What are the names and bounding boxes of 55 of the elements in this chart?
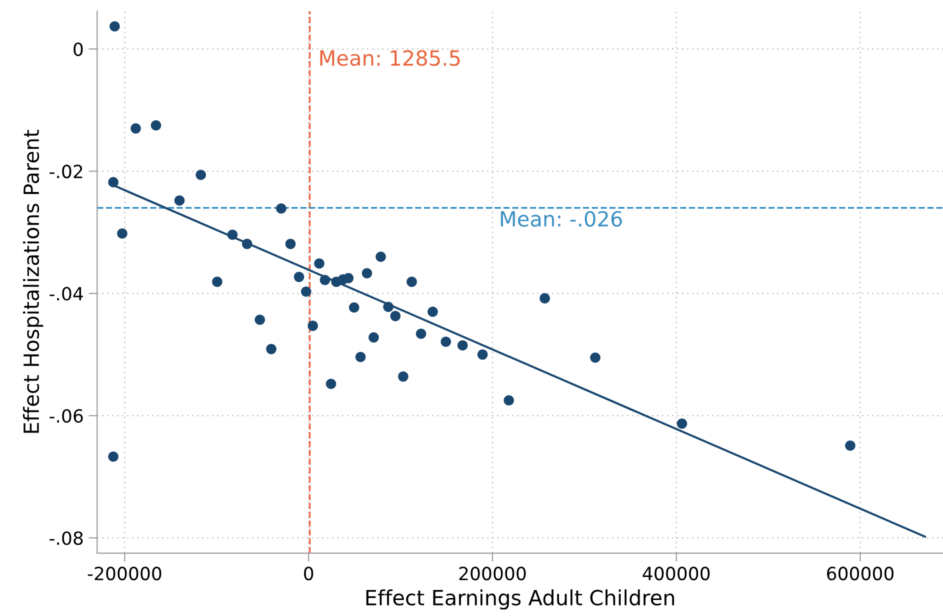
point [477,349,488,360]
x-tick-label: 600000 [827,566,894,580]
point [590,352,600,363]
x-tick-label: 0 [304,566,314,580]
point [150,120,162,131]
ref-line-label: Mean: 1285.5 [320,50,460,66]
point [294,272,304,282]
point [362,268,372,278]
point [308,320,318,331]
point [355,352,366,362]
point [845,440,856,451]
point [504,395,514,406]
point [110,21,120,32]
point [117,228,128,239]
point [174,195,185,206]
point [108,451,118,462]
point [227,230,238,240]
x-tick-label: 200000 [459,566,526,580]
point [676,418,688,429]
point [343,273,354,284]
point [383,302,394,312]
point [368,332,379,343]
x-axis-title: Effect Earnings Adult Children [366,589,674,610]
point [266,344,276,354]
y-tick-label: -.04 [50,286,83,301]
y-axis-title: Effect Hospitalizations Parent [22,130,44,433]
x-tick-label: 400000 [642,566,710,580]
point [320,274,330,286]
point [348,302,360,313]
point [276,203,286,214]
point [416,328,426,339]
point [376,252,386,262]
y-tick-label: -.08 [50,531,83,546]
point [130,123,141,134]
point [300,286,312,297]
ref-line-label: Mean: -.026 [500,210,622,227]
point [212,276,222,287]
x-tick-label: -200000 [88,566,162,580]
point [457,340,468,351]
point [398,371,408,382]
point [314,258,324,269]
point [254,314,266,325]
point [108,177,118,188]
point [196,170,206,180]
point [428,306,438,317]
point [440,336,452,347]
point [540,293,550,304]
y-tick-label: -.06 [50,409,83,423]
point [326,378,336,390]
point [242,238,252,250]
y-tick-label: 0 [74,42,83,56]
point [390,310,401,322]
point [285,238,296,250]
y-tick-label: -.02 [50,164,82,178]
point [406,276,417,287]
